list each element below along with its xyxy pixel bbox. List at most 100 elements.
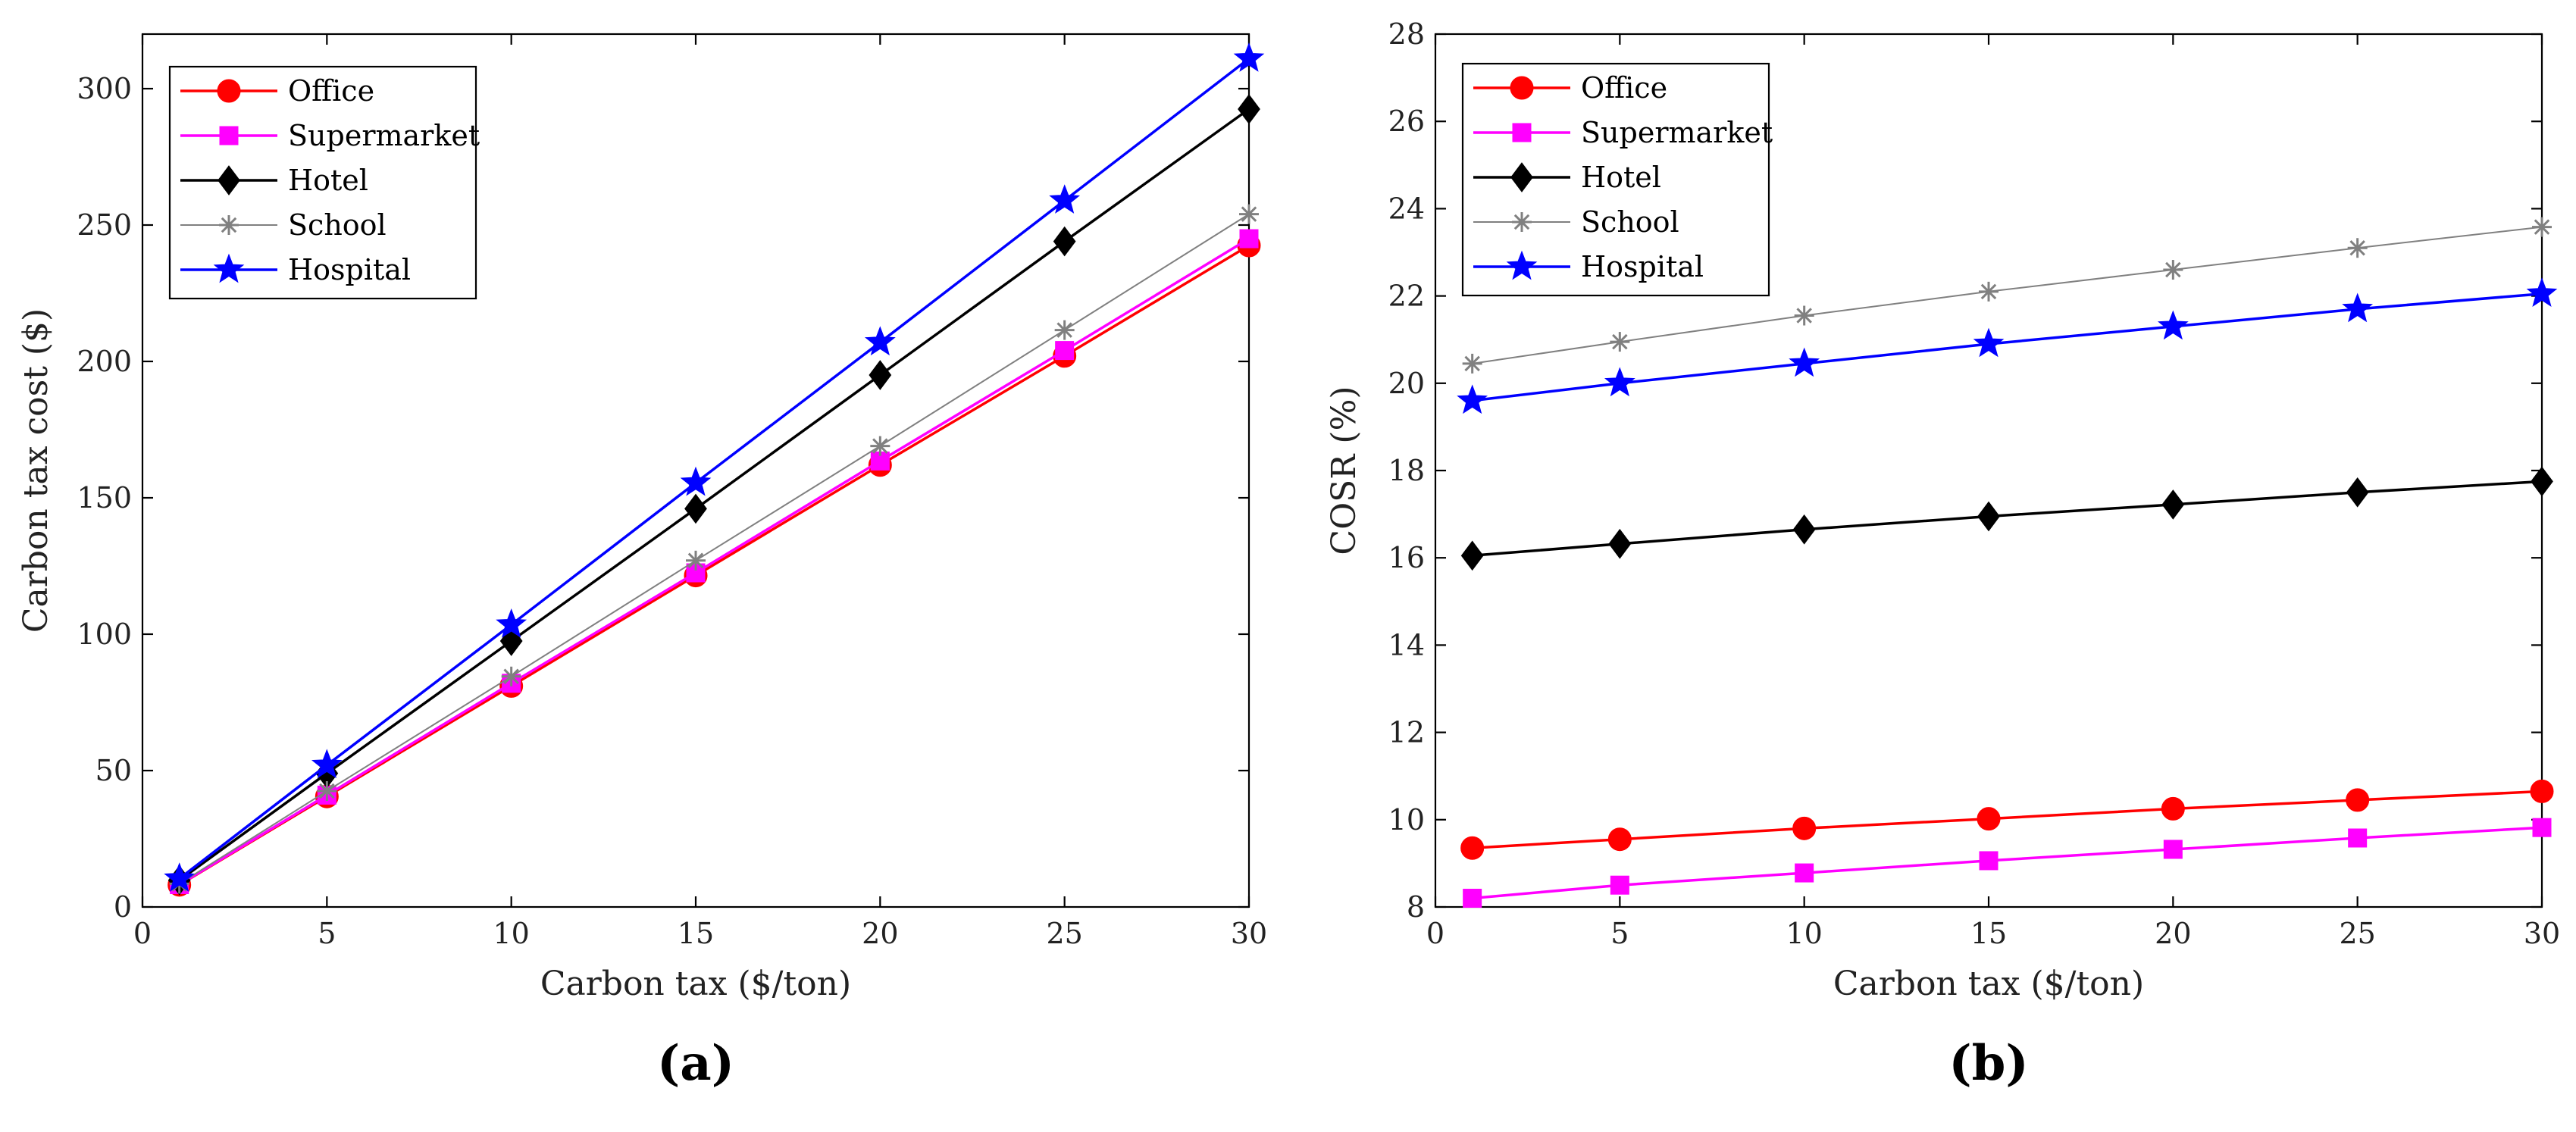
- x-tick-label: 15: [678, 917, 714, 950]
- y-tick-label: 200: [77, 345, 132, 378]
- data-point: [1973, 327, 2005, 358]
- data-point: [496, 608, 527, 638]
- x-tick-label: 5: [1610, 917, 1629, 950]
- data-point: [2526, 277, 2558, 308]
- data-point: [2161, 489, 2185, 520]
- data-point: [1054, 320, 1075, 340]
- data-point: [2347, 238, 2368, 258]
- legend: Office Supermarket Hotel School Hospital: [168, 65, 480, 300]
- series-line: [178, 237, 1250, 886]
- series-supermarket: [1463, 818, 2552, 908]
- data-point: [1794, 305, 1814, 326]
- y-axis-label: COSR (%): [1325, 386, 1363, 555]
- x-tick-label: 25: [2339, 917, 2375, 950]
- panel-label: (b): [1948, 1035, 2028, 1092]
- legend-marker: [213, 253, 245, 283]
- data-point: [686, 550, 706, 571]
- y-tick-label: 150: [77, 481, 132, 514]
- series-school: [169, 204, 1259, 894]
- data-point: [2163, 840, 2183, 859]
- x-tick-label: 10: [493, 917, 529, 950]
- x-tick-label: 0: [1426, 917, 1445, 950]
- y-tick-label: 8: [1407, 890, 1425, 924]
- data-point: [1457, 384, 1488, 414]
- legend-marker: [1512, 123, 1532, 142]
- series-line: [1472, 292, 2543, 402]
- data-point: [2346, 788, 2370, 812]
- legend: Office Supermarket Hotel School Hospital: [1461, 62, 1773, 297]
- series-line: [179, 213, 1250, 885]
- data-point: [680, 466, 712, 496]
- series-school: [1462, 217, 2552, 374]
- legend-entry: Hospital: [1581, 250, 1704, 283]
- data-point: [1460, 836, 1485, 860]
- data-point: [1239, 204, 1259, 224]
- x-axis-label: Carbon tax ($/ton): [1833, 965, 2144, 1003]
- x-tick-label: 25: [1046, 917, 1082, 950]
- legend-entry: Office: [288, 74, 374, 108]
- y-tick-label: 300: [77, 72, 132, 105]
- data-point: [2163, 260, 2183, 280]
- legend-marker: [1512, 212, 1532, 232]
- data-point: [1610, 875, 1629, 895]
- data-point: [1604, 367, 1635, 397]
- x-tick-label: 15: [1970, 917, 2007, 950]
- legend-marker: [1506, 250, 1538, 280]
- data-point: [2161, 796, 2185, 821]
- data-point: [864, 326, 896, 356]
- data-point: [1610, 332, 1630, 352]
- data-point: [2342, 292, 2374, 323]
- legend-entry: Office: [1581, 71, 1667, 105]
- data-point: [164, 862, 196, 892]
- data-point: [2532, 217, 2552, 237]
- y-tick-label: 24: [1388, 192, 1425, 225]
- data-point: [1055, 341, 1075, 361]
- legend-marker: [217, 79, 241, 103]
- legend-entry: Hotel: [288, 164, 368, 197]
- x-tick-label: 30: [2524, 917, 2560, 950]
- series-hospital: [164, 42, 1265, 892]
- y-tick-label: 250: [77, 208, 132, 242]
- series-line: [1472, 790, 2543, 849]
- data-point: [1460, 540, 1484, 571]
- series-line: [1472, 480, 2543, 558]
- data-point: [2348, 828, 2368, 848]
- data-point: [1238, 94, 1260, 124]
- data-point: [869, 360, 892, 390]
- legend-marker: [218, 165, 240, 195]
- legend-marker: [1510, 76, 1534, 100]
- y-tick-label: 18: [1388, 454, 1425, 487]
- data-point: [2532, 818, 2552, 837]
- x-tick-label: 0: [133, 917, 152, 950]
- x-tick-label: 20: [862, 917, 898, 950]
- data-point: [1607, 827, 1632, 852]
- data-point: [684, 493, 707, 524]
- data-point: [311, 749, 343, 779]
- legend-marker: [219, 215, 239, 235]
- series-hospital: [1457, 277, 2558, 414]
- data-point: [1792, 816, 1817, 840]
- data-point: [1795, 863, 1814, 883]
- data-point: [1239, 229, 1259, 249]
- data-point: [1463, 888, 1482, 908]
- series-line: [178, 244, 1250, 887]
- x-tick-label: 10: [1786, 917, 1822, 950]
- data-point: [2346, 477, 2369, 508]
- data-point: [870, 436, 890, 456]
- data-point: [1979, 851, 1999, 871]
- y-tick-label: 22: [1388, 280, 1425, 313]
- y-tick-label: 28: [1388, 17, 1425, 51]
- data-point: [501, 666, 521, 686]
- y-tick-label: 14: [1388, 628, 1425, 661]
- data-point: [1608, 528, 1632, 559]
- data-point: [1462, 353, 1482, 374]
- data-point: [1053, 226, 1076, 257]
- y-tick-label: 0: [114, 890, 132, 924]
- series-office: [1460, 779, 2554, 860]
- panel-label: (a): [657, 1035, 734, 1092]
- y-tick-label: 12: [1388, 716, 1425, 749]
- series-hotel: [167, 94, 1260, 896]
- chart-panel-b: 0 5 10 15 20 25 30 8 10 12 14 16 18 20 22 24 26 28 Carbon …: [1325, 17, 2560, 1092]
